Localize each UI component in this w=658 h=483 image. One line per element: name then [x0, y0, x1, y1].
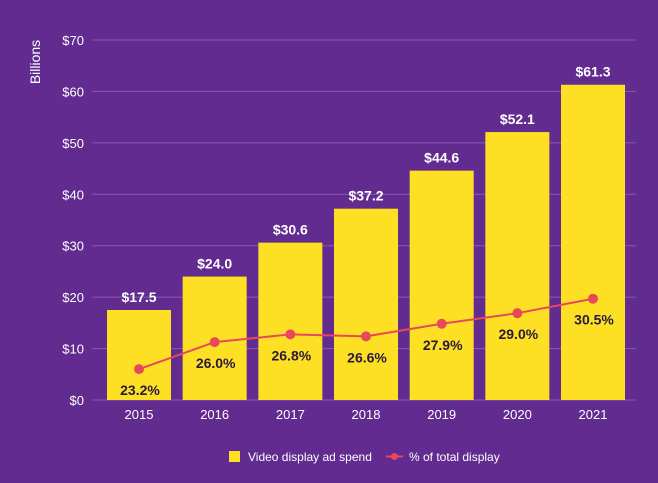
y-tick-label: $30	[62, 239, 84, 254]
line-value-label: 26.0%	[196, 355, 236, 371]
y-tick-label: $50	[62, 136, 84, 151]
line-value-label: 29.0%	[498, 326, 538, 342]
bar	[485, 132, 550, 401]
legend-bar-swatch	[229, 451, 240, 462]
line-series	[134, 293, 599, 375]
line-point	[361, 331, 372, 342]
bar	[258, 242, 323, 400]
line-point	[285, 329, 296, 340]
legend-line-label: % of total display	[409, 450, 500, 464]
x-tick-label: 2019	[427, 407, 456, 422]
bar-value-label: $30.6	[273, 222, 308, 238]
bar-value-label: $61.3	[575, 64, 610, 80]
bar-value-label: $37.2	[348, 188, 383, 204]
y-tick-label: $70	[62, 33, 84, 48]
legend: Video display ad spend % of total displa…	[229, 450, 500, 464]
bar-value-label: $17.5	[121, 289, 156, 305]
bar-value-label: $52.1	[500, 111, 535, 127]
y-axis: $0 $10 $20 $30 $40 $50 $60 $70	[62, 33, 84, 408]
line-value-label: 26.8%	[271, 347, 311, 363]
bars	[107, 84, 626, 401]
bar	[334, 208, 399, 400]
bar	[409, 170, 474, 400]
line-labels: 23.2% 26.0% 26.8% 26.6% 27.9% 29.0% 30.5%	[120, 312, 614, 398]
y-tick-label: $60	[62, 84, 84, 99]
legend-bar-label: Video display ad spend	[248, 450, 372, 464]
x-tick-label: 2016	[200, 407, 229, 422]
line-value-label: 26.6%	[347, 349, 387, 365]
line-point	[209, 337, 220, 348]
y-tick-label: $0	[70, 393, 84, 408]
line-point	[588, 293, 599, 304]
x-tick-label: 2015	[125, 407, 154, 422]
y-tick-label: $20	[62, 290, 84, 305]
line-point	[436, 318, 447, 329]
y-tick-label: $10	[62, 342, 84, 357]
x-tick-label: 2017	[276, 407, 305, 422]
x-axis: 2015 2016 2017 2018 2019 2020 2021	[125, 407, 608, 422]
bar-value-label: $44.6	[424, 150, 459, 166]
bar	[561, 84, 626, 400]
y-tick-label: $40	[62, 187, 84, 202]
bar	[107, 310, 171, 400]
line-point	[134, 364, 144, 375]
x-tick-label: 2021	[579, 407, 608, 422]
x-tick-label: 2018	[352, 407, 381, 422]
legend-line-marker	[391, 453, 398, 460]
line-value-label: 30.5%	[574, 312, 614, 328]
bar-value-label: $24.0	[197, 256, 232, 272]
line-value-label: 27.9%	[423, 337, 463, 353]
line-point	[512, 308, 523, 319]
x-tick-label: 2020	[503, 407, 532, 422]
y-axis-label: Billions	[27, 40, 43, 84]
bar-labels: $17.5 $24.0 $30.6 $37.2 $44.6 $52.1 $61.3	[121, 64, 610, 305]
line-value-label: 23.2%	[120, 382, 160, 398]
